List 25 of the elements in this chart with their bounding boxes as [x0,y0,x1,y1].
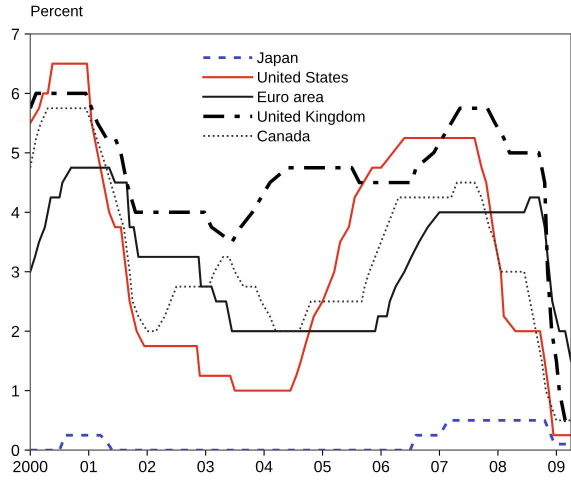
y-tick-label: 3 [12,266,20,278]
x-tick-label: 2000 [13,460,48,472]
x-tick-label: 01 [80,460,97,472]
y-axis-title: Percent [32,6,83,16]
y-tick-label: 6 [12,88,20,100]
legend-label: United States [258,71,348,83]
line-series [30,166,571,362]
y-tick-label: 1 [12,385,20,396]
x-tick-label: 05 [314,460,331,472]
x-tick-label: 08 [490,460,506,472]
x-tick-label: 07 [431,460,448,472]
x-tick-label: 06 [372,460,390,472]
legend-label: Japan [257,52,298,66]
x-tick-label: 03 [197,460,214,472]
y-tick-label: 2 [12,326,20,337]
x-tick-label: 04 [256,460,273,472]
y-tick-label: 0 [12,444,20,456]
y-tick-label: 4 [11,207,20,218]
x-tick-label: 02 [138,460,156,472]
legend-label: Canada [258,130,310,142]
legend-label: Euro area [258,92,324,102]
y-tick-label: 5 [12,148,20,159]
legend-label: United Kingdom [258,110,364,125]
x-tick-label: 09 [548,460,565,472]
y-tick-label: 7 [12,28,20,40]
